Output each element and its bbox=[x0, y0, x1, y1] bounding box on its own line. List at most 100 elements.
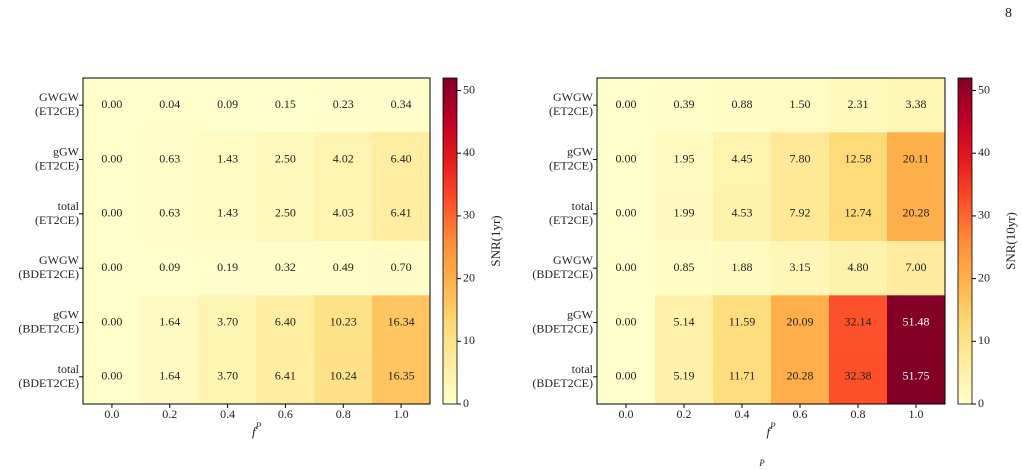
heatmap-cell bbox=[829, 241, 888, 296]
cell-label: 4.03 bbox=[333, 206, 354, 220]
heatmap-cell bbox=[655, 132, 714, 188]
heatmap-cell bbox=[140, 349, 200, 405]
cell-label: 51.75 bbox=[903, 369, 930, 383]
x-tick-label: 0.2 bbox=[677, 407, 692, 421]
cell-label: 0.63 bbox=[159, 206, 180, 220]
cell-label: 6.40 bbox=[391, 151, 412, 165]
heatmap-cell bbox=[771, 78, 830, 133]
cell-label: 7.80 bbox=[790, 151, 811, 165]
x-axis-label-superscript: P bbox=[769, 421, 776, 431]
cell-label: 1.64 bbox=[159, 369, 180, 383]
heatmap-cell bbox=[655, 349, 714, 405]
y-tick-label-line: gGW bbox=[567, 144, 594, 158]
y-tick-label-line: total bbox=[572, 199, 594, 213]
cell-label: 4.80 bbox=[848, 260, 869, 274]
y-tick-label-line: (BDET2CE) bbox=[532, 376, 593, 390]
heatmap-cell bbox=[713, 132, 772, 188]
heatmap-cell bbox=[314, 186, 373, 242]
y-tick-label: gGW (ET2CE) bbox=[549, 144, 594, 172]
heatmap-cell bbox=[597, 186, 656, 242]
x-tick-label: 0.8 bbox=[336, 407, 351, 421]
cell-label: 7.92 bbox=[790, 206, 811, 220]
cell-label: 2.50 bbox=[275, 206, 296, 220]
cell-label: 51.48 bbox=[903, 314, 930, 328]
cell-label: 0.00 bbox=[616, 314, 637, 328]
cell-label: 7.00 bbox=[906, 260, 927, 274]
cell-label: 0.49 bbox=[333, 260, 354, 274]
cell-label: 32.14 bbox=[845, 314, 872, 328]
colorbar-tick-label: 50 bbox=[978, 82, 990, 96]
heatmap-cell bbox=[887, 132, 946, 188]
heatmap-cell bbox=[198, 241, 257, 296]
heatmap-cell bbox=[771, 132, 830, 188]
y-tick-label-line: (BDET2CE) bbox=[18, 376, 79, 390]
colorbar-label: SNR(10yr) bbox=[1003, 212, 1018, 270]
cell-label: 16.34 bbox=[388, 314, 415, 328]
heatmap-cell bbox=[256, 78, 315, 133]
y-tick-label-line: (ET2CE) bbox=[549, 213, 593, 227]
cell-label: 0.15 bbox=[275, 97, 296, 111]
plot-frame bbox=[82, 77, 431, 405]
heatmap-cell bbox=[314, 78, 373, 133]
cell-label: 0.00 bbox=[616, 206, 637, 220]
y-tick-label: total (BDET2CE) bbox=[532, 362, 593, 390]
y-tick-label: GWGW (BDET2CE) bbox=[532, 253, 593, 281]
colorbar-tick-label: 50 bbox=[463, 82, 475, 96]
cell-label: 0.00 bbox=[616, 97, 637, 111]
x-axis-label-base: f bbox=[766, 424, 772, 439]
colorbar-tick-label: 0 bbox=[978, 396, 984, 410]
cell-label: 6.41 bbox=[391, 206, 412, 220]
cell-label: 12.58 bbox=[845, 151, 872, 165]
cell-label: 0.00 bbox=[101, 151, 122, 165]
colorbar-tick-label: 0 bbox=[463, 396, 469, 410]
x-tick-label: 1.0 bbox=[394, 407, 409, 421]
x-tick-label: 0.0 bbox=[104, 407, 119, 421]
y-tick-label-line: (BDET2CE) bbox=[532, 267, 593, 281]
y-tick-label-line: total bbox=[572, 362, 594, 376]
heatmap-cell bbox=[198, 78, 257, 133]
x-tick-label: 0.6 bbox=[793, 407, 808, 421]
heatmap-cell bbox=[597, 132, 656, 188]
cell-label: 4.02 bbox=[333, 151, 354, 165]
cell-label: 20.28 bbox=[903, 206, 930, 220]
heatmap-cell bbox=[771, 295, 830, 351]
y-tick-label-line: (BDET2CE) bbox=[18, 267, 79, 281]
heatmap-cell bbox=[887, 295, 946, 351]
y-tick-label-line: gGW bbox=[53, 307, 80, 321]
cell-label: 0.00 bbox=[616, 151, 637, 165]
heatmap-cell bbox=[372, 349, 431, 405]
heatmap-cell bbox=[83, 78, 142, 133]
cell-label: 3.15 bbox=[790, 260, 811, 274]
colorbar-tick-label: 10 bbox=[463, 333, 475, 347]
heatmap-cell bbox=[314, 132, 373, 188]
y-tick-label-line: total bbox=[58, 199, 80, 213]
cell-label: 0.00 bbox=[101, 314, 122, 328]
y-tick-label: GWGW (ET2CE) bbox=[35, 90, 80, 118]
y-tick-label: total (ET2CE) bbox=[35, 199, 80, 227]
cell-label: 0.34 bbox=[391, 97, 412, 111]
heatmap-cell bbox=[655, 241, 714, 296]
y-tick-label: total (ET2CE) bbox=[549, 199, 594, 227]
heatmap-cell bbox=[372, 241, 431, 296]
heatmap-cell bbox=[713, 241, 772, 296]
y-tick-label: gGW (BDET2CE) bbox=[532, 307, 593, 335]
heatmap-cell bbox=[140, 295, 200, 351]
heatmap-cell bbox=[829, 132, 888, 188]
y-tick-label-line: GWGW bbox=[553, 253, 594, 267]
x-tick-label: 0.6 bbox=[278, 407, 293, 421]
cell-label: 0.85 bbox=[674, 260, 695, 274]
y-tick-label-line: (ET2CE) bbox=[35, 104, 79, 118]
y-tick-label-line: (BDET2CE) bbox=[532, 321, 593, 335]
cell-label: 20.11 bbox=[903, 151, 930, 165]
x-axis-label-base: f bbox=[252, 424, 258, 439]
y-tick-label-line: (BDET2CE) bbox=[18, 321, 79, 335]
heatmap-cell bbox=[597, 241, 656, 296]
heatmap-cell bbox=[887, 349, 946, 405]
heatmap-cell bbox=[256, 186, 315, 242]
cell-label: 0.63 bbox=[159, 151, 180, 165]
y-tick-label-line: GWGW bbox=[39, 90, 80, 104]
cell-label: 0.00 bbox=[616, 369, 637, 383]
heatmap-cell bbox=[256, 132, 315, 188]
heatmap-cell bbox=[597, 78, 656, 133]
heatmap-cell bbox=[140, 78, 200, 133]
